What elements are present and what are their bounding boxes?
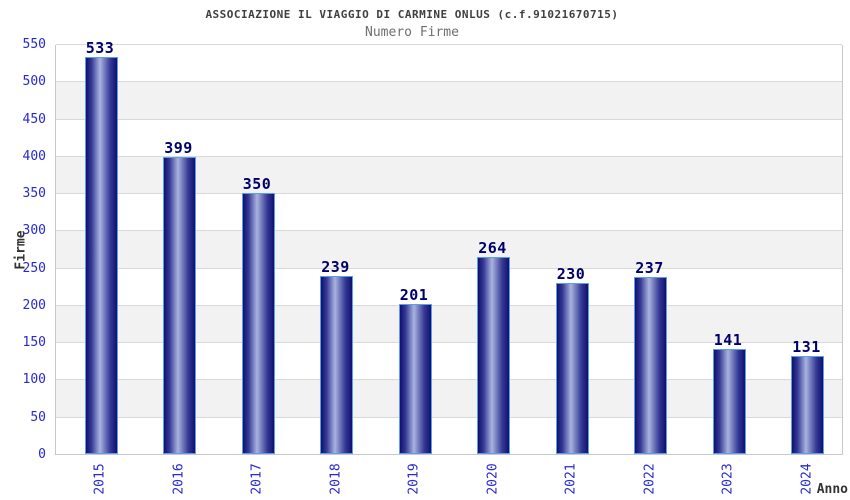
bar-value-label: 237 — [635, 259, 664, 278]
gridline — [56, 44, 842, 45]
y-tick-label: 150 — [22, 335, 46, 351]
x-tick-label: 2016 — [171, 463, 186, 495]
x-tick-label: 2020 — [485, 463, 500, 495]
y-tick-label: 250 — [22, 260, 46, 276]
bar-2019 — [398, 304, 432, 454]
gridline — [56, 267, 842, 269]
grid-band — [56, 118, 842, 156]
y-tick-label: 200 — [22, 297, 46, 313]
x-tick-label: 2015 — [92, 463, 108, 495]
chart-subtitle: Numero Firme — [365, 25, 459, 40]
bar-value-label: 533 — [85, 38, 115, 57]
y-tick-label: 100 — [22, 372, 46, 388]
gridline — [56, 118, 842, 120]
gridline — [56, 342, 842, 344]
bar-2015 — [84, 56, 118, 454]
y-axis-title: Firme — [13, 230, 29, 270]
bar-value-label: 141 — [713, 330, 743, 349]
chart-title: ASSOCIAZIONE IL VIAGGIO DI CARMINE ONLUS… — [205, 8, 619, 21]
y-axis: 0 50 100 150 200 250 300 350 400 450 500 550 — [0, 37, 46, 462]
gridline — [56, 230, 842, 232]
gridline — [56, 416, 842, 418]
bar-2016 — [163, 156, 196, 454]
y-tick-label: 350 — [22, 186, 46, 202]
x-tick-label: 2018 — [328, 463, 343, 495]
bar-value-label: 239 — [321, 257, 350, 276]
gridline — [56, 304, 842, 306]
y-tick-label: 300 — [22, 223, 46, 239]
x-tick-label: 2022 — [642, 463, 657, 495]
x-tick-label: 2017 — [249, 463, 265, 495]
bar-value-label: 399 — [164, 138, 193, 157]
x-tick-label: 2021 — [563, 463, 579, 495]
plot-area — [55, 44, 843, 455]
grid-band — [56, 44, 842, 82]
bar-value-label: 264 — [478, 239, 507, 258]
bar-value-label: 131 — [792, 338, 821, 357]
grid-band — [56, 81, 842, 119]
bar-2024 — [791, 356, 824, 454]
x-tick-label: 2024 — [799, 463, 814, 495]
bar-2018 — [320, 275, 353, 454]
y-tick-label: 400 — [22, 148, 46, 164]
x-axis: 2015 2016 2017 2018 2019 2020 2021 2022 2023 2024 — [55, 455, 843, 500]
y-tick-label: 450 — [22, 111, 46, 127]
gridline — [56, 379, 842, 381]
y-tick-label: 550 — [22, 37, 46, 52]
y-tick-label: 500 — [22, 74, 46, 90]
x-tick-label: 2023 — [720, 463, 736, 495]
x-axis-title: Anno — [816, 482, 848, 497]
bar-value-label: 201 — [399, 286, 429, 305]
bar-value-label: 350 — [242, 175, 272, 194]
bar-2023 — [712, 348, 746, 454]
bar-2017 — [241, 193, 275, 454]
gridline — [56, 155, 842, 157]
gridline — [56, 81, 842, 83]
gridline — [56, 193, 842, 195]
bar-2021 — [555, 282, 589, 454]
y-tick-label: 50 — [30, 409, 46, 425]
bar-2022 — [634, 277, 667, 454]
y-tick-label: 0 — [38, 447, 46, 462]
bar-value-label: 230 — [556, 264, 586, 283]
x-tick-label: 2019 — [406, 463, 422, 495]
bar-2020 — [477, 257, 510, 454]
